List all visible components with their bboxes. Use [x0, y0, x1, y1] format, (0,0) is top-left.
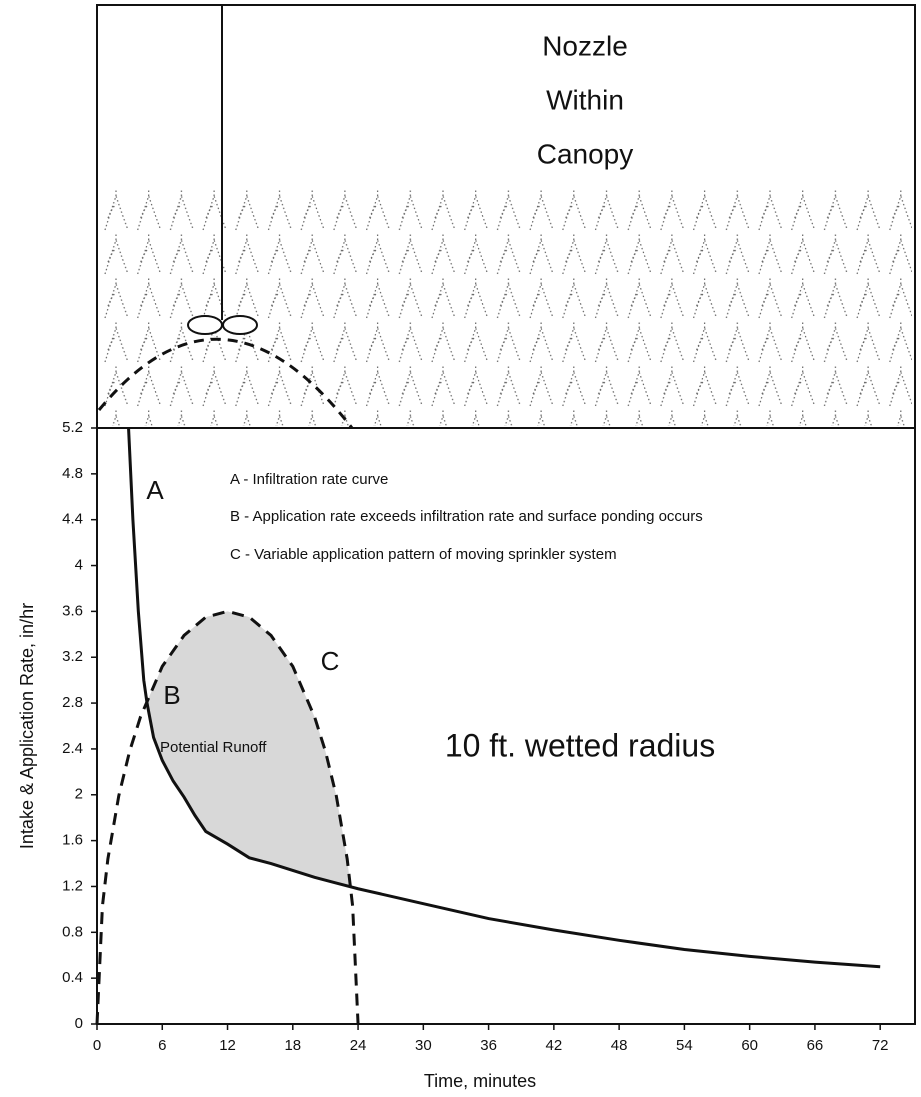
x-tick-label: 36 — [480, 1037, 497, 1054]
series-label: A — [146, 475, 164, 505]
y-tick-label: 2.4 — [62, 740, 83, 757]
y-tick-label: 3.6 — [62, 602, 83, 619]
y-tick-label: 0.4 — [62, 969, 83, 986]
plot-frame — [96, 427, 916, 1025]
panel-label: Canopy — [537, 138, 634, 169]
annotation: C - Variable application pattern of movi… — [230, 546, 617, 563]
y-tick-label: 4.8 — [62, 465, 83, 482]
panel-label: Nozzle — [542, 30, 628, 61]
y-tick-label: 1.6 — [62, 832, 83, 849]
annotation: 10 ft. wetted radius — [445, 727, 715, 763]
y-tick-label: 2.8 — [62, 694, 83, 711]
y-tick-label: 3.2 — [62, 648, 83, 665]
x-tick-label: 60 — [741, 1037, 758, 1054]
x-tick-label: 24 — [350, 1037, 367, 1054]
y-tick-label: 1.2 — [62, 877, 83, 894]
x-tick-label: 48 — [611, 1037, 628, 1054]
y-tick-label: 4 — [75, 557, 83, 574]
x-tick-label: 66 — [807, 1037, 824, 1054]
series-line — [127, 427, 881, 969]
x-tick-label: 12 — [219, 1037, 236, 1054]
annotation: B — [163, 680, 180, 710]
x-tick-label: 30 — [415, 1037, 432, 1054]
series-line — [95, 609, 360, 1025]
y-tick-label: 2 — [75, 786, 83, 803]
nozzle — [222, 315, 258, 335]
y-axis-title: Intake & Application Rate, in/hr — [17, 603, 37, 849]
x-tick-label: 6 — [158, 1037, 166, 1054]
nozzle — [187, 315, 223, 335]
annotation: A - Infiltration rate curve — [230, 471, 388, 488]
x-tick-label: 72 — [872, 1037, 889, 1054]
y-tick-label: 5.2 — [62, 419, 83, 436]
x-tick-label: 18 — [284, 1037, 301, 1054]
x-axis-title: Time, minutes — [424, 1071, 536, 1091]
y-tick-label: 0.8 — [62, 923, 83, 940]
x-tick-label: 42 — [546, 1037, 563, 1054]
annotation: Potential Runoff — [160, 739, 267, 756]
panel-label: Within — [546, 84, 624, 115]
x-tick-label: 0 — [93, 1037, 101, 1054]
series-label: C — [321, 646, 340, 676]
x-tick-label: 54 — [676, 1037, 693, 1054]
crop-rows — [100, 188, 912, 426]
y-tick-label: 4.4 — [62, 511, 83, 528]
spray-pattern — [97, 337, 354, 429]
y-tick-label: 0 — [75, 1015, 83, 1032]
annotation: B - Application rate exceeds infiltratio… — [230, 508, 703, 525]
